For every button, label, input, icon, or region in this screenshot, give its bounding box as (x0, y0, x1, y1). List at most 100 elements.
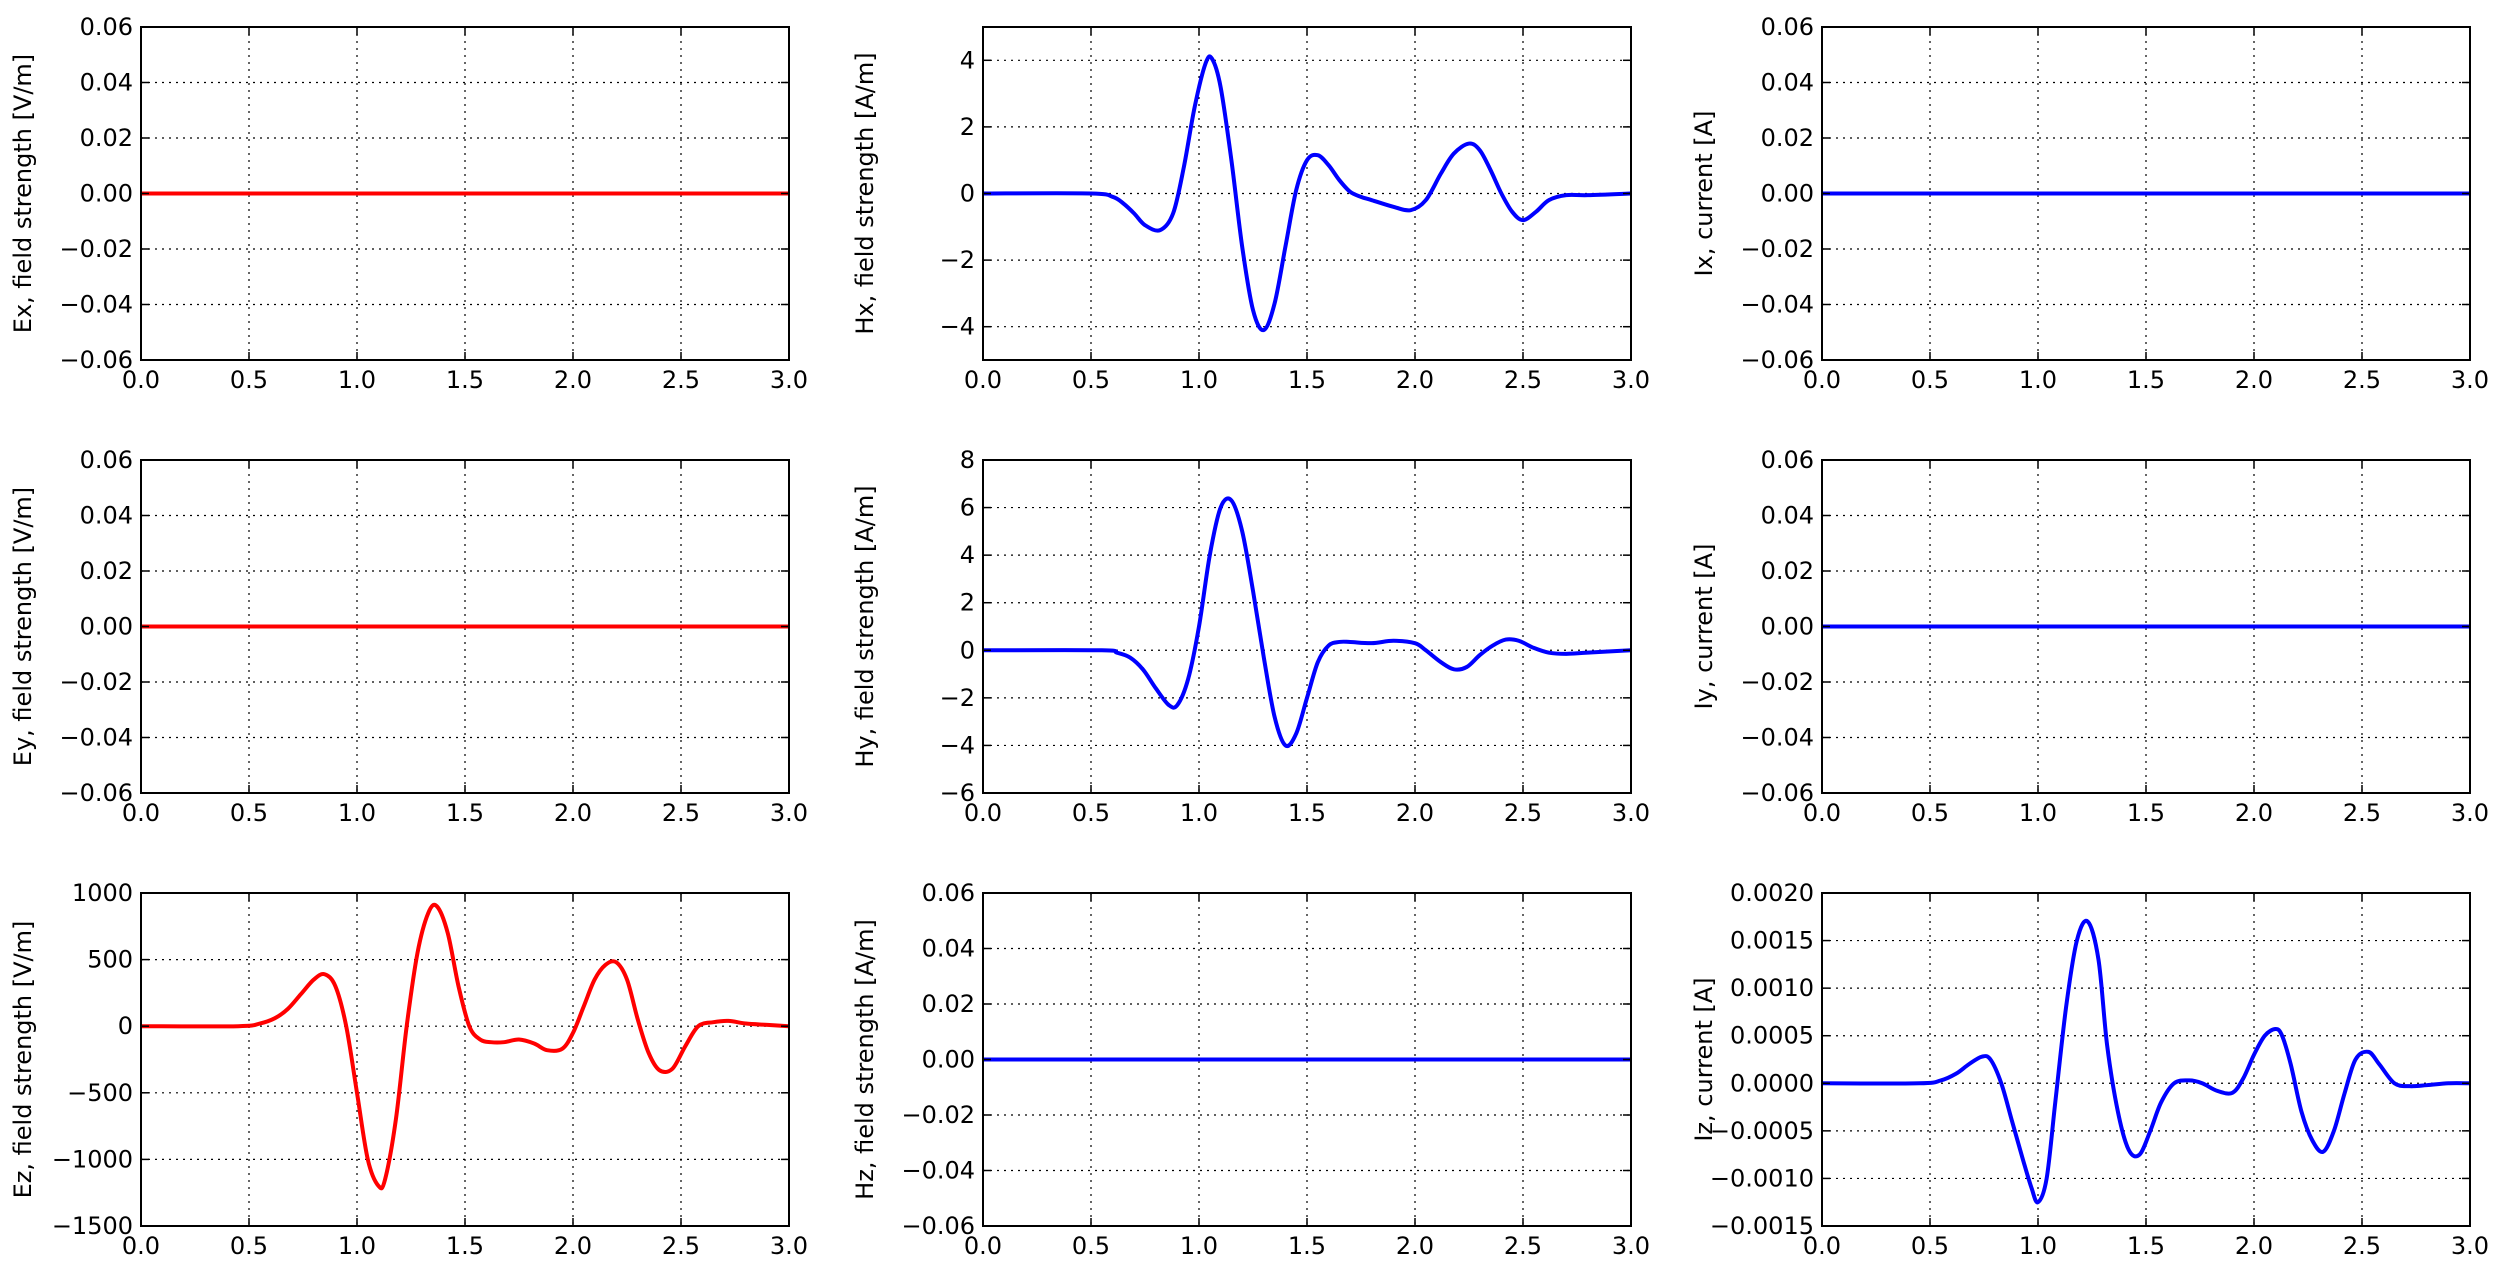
y-tick-label: 0.06 (1761, 446, 1814, 474)
x-tick-label: 1.0 (2019, 799, 2057, 827)
y-tick-label: 0.00 (1761, 180, 1814, 208)
x-tick-label: 0.5 (1072, 1232, 1110, 1260)
y-tick-label: −2 (940, 684, 975, 712)
y-tick-label: 0.06 (922, 879, 975, 907)
y-tick-label: −2 (940, 246, 975, 274)
x-tick-label: 1.5 (2127, 1232, 2165, 1260)
y-tick-label: −0.06 (59, 346, 133, 374)
x-tick-label: 2.5 (1504, 799, 1542, 827)
series-line-ez (141, 902, 789, 1191)
y-tick-label: 500 (87, 946, 133, 974)
x-tick-label: 1.0 (1180, 799, 1218, 827)
x-tick-label: 3.0 (770, 799, 808, 827)
y-tick-label: 2 (960, 113, 975, 141)
x-tick-label: 1.0 (338, 1232, 376, 1260)
y-tick-label: 1000 (72, 879, 133, 907)
y-tick-label: 0 (960, 180, 975, 208)
x-tick-label: 0.0 (1803, 799, 1841, 827)
y-tick-label: 0.02 (1761, 557, 1814, 585)
x-tick-label: 3.0 (1612, 1232, 1650, 1260)
y-tick-label: 0.02 (80, 557, 133, 585)
x-tick-label: 2.0 (1396, 1232, 1434, 1260)
y-tick-label: −1000 (52, 1145, 133, 1173)
x-tick-label: 1.5 (2127, 366, 2165, 394)
y-tick-label: −0.04 (1740, 291, 1814, 319)
x-tick-label: 1.0 (1180, 1232, 1218, 1260)
y-tick-label: −0.02 (1740, 235, 1814, 263)
y-tick-label: −0.06 (59, 779, 133, 807)
subplot-ey: 0.0 0.5 1.0 1.5 2.0 2.5 3.0 −0.06 −0.04 −0.02 0.00… (9, 446, 808, 827)
y-tick-label: 2 (960, 589, 975, 617)
y-tick-label: 0 (960, 636, 975, 664)
series-line-hx (983, 54, 1631, 333)
y-tick-label: 0.00 (1761, 613, 1814, 641)
x-tick-label: 0.0 (964, 366, 1002, 394)
y-tick-label: −0.02 (59, 235, 133, 263)
y-tick-label: 0.06 (80, 446, 133, 474)
x-tick-label: 1.5 (446, 1232, 484, 1260)
y-tick-label: 0.04 (1761, 502, 1814, 530)
y-tick-label: 0.02 (80, 124, 133, 152)
y-tick-label: 0.0020 (1730, 879, 1814, 907)
y-axis-label: Ex, field strength [V/m] (9, 54, 37, 333)
y-tick-label: −0.0015 (1710, 1212, 1814, 1240)
x-tick-label: 0.0 (1803, 1232, 1841, 1260)
x-tick-label: 3.0 (770, 366, 808, 394)
x-tick-label: 0.0 (122, 799, 160, 827)
x-tick-label: 0.5 (1911, 1232, 1949, 1260)
x-tick-label: 2.5 (2343, 366, 2381, 394)
y-tick-label: 0.0005 (1730, 1022, 1814, 1050)
y-tick-label: 0.00 (922, 1046, 975, 1074)
subplot-hy: 0.0 0.5 1.0 1.5 2.0 2.5 3.0 −6 −4 −2 0 2 4 6 8 Hy, fiel… (851, 446, 1650, 827)
y-tick-label: 0.04 (80, 69, 133, 97)
x-tick-label: 1.5 (446, 799, 484, 827)
y-tick-label: −0.06 (1740, 779, 1814, 807)
series-line-iz (1822, 918, 2470, 1205)
y-tick-label: −0.06 (1740, 346, 1814, 374)
x-tick-label: 0.0 (964, 1232, 1002, 1260)
y-tick-label: −6 (940, 779, 975, 807)
y-tick-label: 0.04 (922, 935, 975, 963)
y-axis-label: Hz, field strength [A/m] (851, 919, 879, 1200)
y-tick-label: 0.04 (1761, 69, 1814, 97)
x-tick-label: 0.5 (1072, 799, 1110, 827)
x-tick-label: 2.5 (1504, 1232, 1542, 1260)
y-axis-label: Iz, current [A] (1690, 977, 1718, 1141)
x-tick-label: 2.0 (554, 366, 592, 394)
x-tick-label: 2.0 (2235, 1232, 2273, 1260)
subplot-hx: 0.0 0.5 1.0 1.5 2.0 2.5 3.0 −4 −2 0 2 4 Hx, field st… (851, 26, 1650, 394)
y-tick-label: −0.0005 (1710, 1117, 1814, 1145)
y-axis-label: Iy, current [A] (1690, 544, 1718, 710)
y-tick-label: 0.0015 (1730, 927, 1814, 955)
x-tick-label: 3.0 (2451, 799, 2489, 827)
x-tick-label: 1.5 (1288, 799, 1326, 827)
y-tick-label: 0.02 (922, 990, 975, 1018)
y-tick-label: 0.02 (1761, 124, 1814, 152)
x-tick-label: 0.0 (122, 1232, 160, 1260)
x-tick-label: 1.5 (2127, 799, 2165, 827)
x-tick-label: 2.5 (662, 1232, 700, 1260)
y-tick-label: −0.04 (901, 1157, 975, 1185)
y-axis-label: Hx, field strength [A/m] (851, 52, 879, 334)
x-tick-label: 1.0 (338, 799, 376, 827)
x-tick-label: 1.0 (2019, 366, 2057, 394)
x-tick-label: 0.5 (230, 1232, 268, 1260)
x-tick-label: 0.5 (1072, 366, 1110, 394)
y-tick-label: 0.04 (80, 502, 133, 530)
y-tick-label: 6 (960, 494, 975, 522)
x-tick-label: 0.5 (230, 799, 268, 827)
x-tick-label: 2.5 (2343, 1232, 2381, 1260)
x-tick-label: 0.5 (230, 366, 268, 394)
y-tick-label: −0.04 (59, 291, 133, 319)
x-tick-label: 2.5 (662, 799, 700, 827)
series-line-hy (983, 496, 1631, 749)
y-tick-label: 4 (960, 541, 975, 569)
subplot-ez: 0.0 0.5 1.0 1.5 2.0 2.5 3.0 −1500 −1000 −500 0 500 1… (9, 879, 808, 1260)
x-tick-label: 0.5 (1911, 799, 1949, 827)
y-tick-label: −0.06 (901, 1212, 975, 1240)
x-tick-label: 0.0 (1803, 366, 1841, 394)
x-tick-label: 2.0 (554, 1232, 592, 1260)
y-axis-label: Ix, current [A] (1690, 111, 1718, 277)
x-tick-label: 1.5 (1288, 366, 1326, 394)
